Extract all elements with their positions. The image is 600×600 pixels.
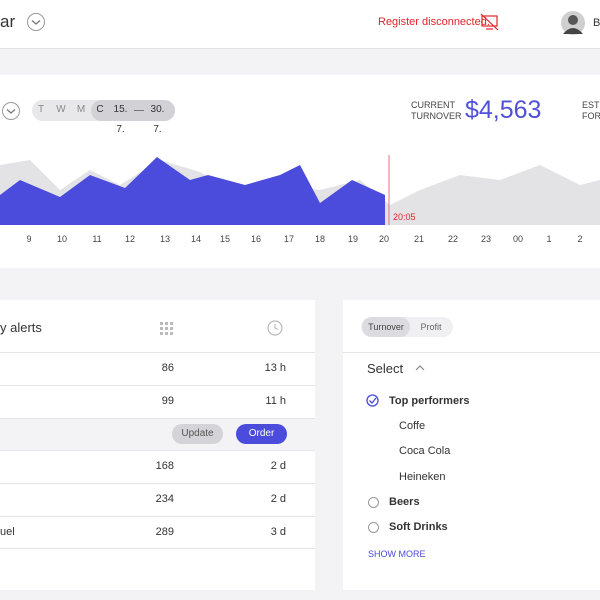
hour-label: 10	[56, 234, 67, 244]
hour-label: 23	[480, 234, 491, 244]
quantity: 289	[155, 526, 174, 538]
radio[interactable]	[368, 497, 379, 508]
period-option[interactable]: M	[76, 104, 86, 115]
quantity: 168	[155, 460, 174, 472]
hour-label: 9	[26, 234, 32, 244]
hour-label: 16	[250, 234, 261, 244]
current-area	[0, 157, 385, 225]
hour-label: 2	[577, 234, 583, 244]
item-name[interactable]: Coffe	[399, 420, 426, 432]
status-text: Register disconnected.	[378, 16, 490, 28]
hour-label: 1	[546, 234, 552, 244]
row-divider	[0, 516, 315, 517]
divider	[343, 352, 600, 353]
collapse-icon[interactable]	[414, 363, 426, 373]
select-heading[interactable]: Select	[367, 361, 404, 376]
title-dropdown[interactable]	[26, 12, 46, 32]
top-bar: ar Register disconnected. B	[0, 0, 600, 49]
row-divider	[0, 418, 315, 419]
estimate-label: ESTI FOR	[582, 100, 600, 122]
period-selected	[91, 100, 175, 121]
range-dash	[134, 110, 144, 111]
show-more[interactable]: SHOW MORE	[368, 549, 426, 559]
range-end: 30. 7.	[150, 104, 165, 135]
period-option[interactable]: W	[56, 104, 66, 115]
hour-label: 15	[219, 234, 230, 244]
hour-label: 17	[283, 234, 294, 244]
hour-label: 19	[347, 234, 358, 244]
row-divider	[0, 450, 315, 451]
quantity: 86	[161, 362, 174, 374]
hour-label: 14	[190, 234, 201, 244]
hour-label: 00	[512, 234, 523, 244]
hour-label: 21	[413, 234, 424, 244]
now-label: 20:05	[393, 212, 416, 222]
update-button[interactable]: Update	[172, 424, 223, 444]
group-name[interactable]: Top performers	[389, 395, 470, 407]
row-divider	[0, 483, 315, 484]
quantity: 234	[155, 493, 174, 505]
group-name[interactable]: Beers	[389, 496, 420, 508]
alerts-title: y alerts	[0, 320, 42, 335]
time: 11 h	[265, 395, 286, 407]
row-divider	[0, 385, 315, 386]
page-title: ar	[0, 12, 16, 31]
avatar[interactable]	[560, 10, 586, 36]
hour-label: 12	[124, 234, 135, 244]
turnover-label: CURRENT TURNOVER	[411, 100, 462, 122]
label-line: ESTI	[582, 100, 600, 110]
time: 13 h	[264, 362, 286, 374]
group-name[interactable]: Soft Drinks	[389, 521, 448, 533]
clock-icon[interactable]	[267, 320, 283, 336]
item-name[interactable]: Heineken	[399, 471, 446, 483]
selection-card: Turnover Profit Select Top performers Co…	[343, 300, 600, 590]
period-option[interactable]: C	[96, 104, 104, 115]
time: 2 d	[270, 493, 286, 505]
turnover-value: $4,563	[465, 96, 542, 124]
metric-option[interactable]: Profit	[420, 322, 442, 332]
order-button[interactable]: Order	[236, 424, 287, 444]
quantity: 99	[161, 395, 174, 407]
turnover-sparkline	[0, 155, 600, 230]
turnover-card: T W M C 15. 7. 30. 7. CURRENT TURNOVER $…	[0, 75, 600, 268]
range-start: 15. 7.	[113, 104, 128, 135]
period-dropdown[interactable]	[0, 101, 22, 121]
time: 3 d	[270, 526, 286, 538]
time: 2 d	[270, 460, 286, 472]
row-divider	[0, 352, 315, 353]
user-name: B	[593, 17, 600, 29]
period-option[interactable]: T	[37, 104, 45, 115]
hour-label: 13	[159, 234, 170, 244]
hour-label: 22	[447, 234, 458, 244]
row-divider	[0, 548, 315, 549]
hour-label: 18	[314, 234, 325, 244]
disconnected-icon	[480, 13, 499, 31]
label-line: CURRENT	[411, 100, 455, 110]
hour-label: 11	[92, 234, 102, 244]
label-line: TURNOVER	[411, 111, 462, 121]
alerts-card: y alerts Update Order 86 13 h 99 11 h 168 2 d…	[0, 300, 315, 590]
item-name: uel	[0, 526, 15, 538]
item-name[interactable]: Coca Cola	[399, 445, 451, 457]
radio[interactable]	[368, 522, 379, 533]
label-line: FOR	[582, 111, 600, 121]
metric-option[interactable]: Turnover	[362, 317, 410, 337]
grid-icon[interactable]	[160, 322, 174, 336]
hour-label: 20	[378, 234, 389, 244]
checked-icon[interactable]	[366, 394, 379, 407]
